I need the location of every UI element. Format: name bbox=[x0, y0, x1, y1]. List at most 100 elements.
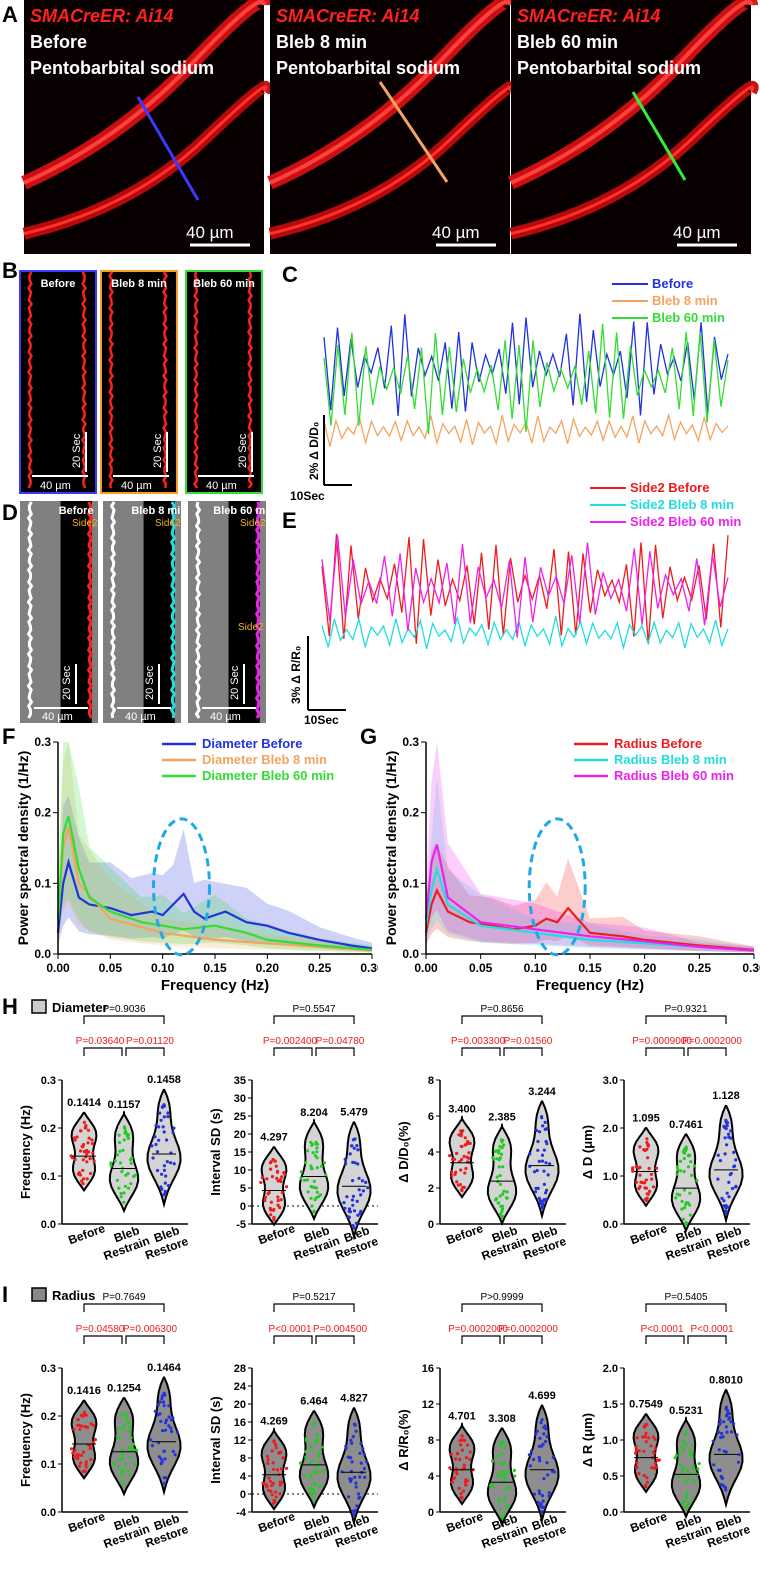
category-label: Before bbox=[444, 1221, 485, 1247]
p-value-top: P=0.8656 bbox=[480, 1004, 524, 1015]
y-tick-label: 30 bbox=[234, 1093, 246, 1105]
y-axis-label: Δ R/R₀(%) bbox=[396, 1409, 411, 1470]
mean-value: 0.8010 bbox=[709, 1375, 743, 1387]
violin-bleb-restore bbox=[524, 1404, 560, 1525]
p-value-left: P=0.0009000 bbox=[632, 1036, 692, 1047]
y-tick-label: 8 bbox=[240, 1453, 246, 1465]
violin-plot-4: 0.0 0.5 1.0 1.5 2.0 Δ R (μm) 0.7549 Before 0.523… bbox=[580, 1292, 752, 1551]
panel-f-chart: 0.00 0.05 0.10 0.15 0.20 0.25 0.30 0.0 0.1 0.2 0.3… bbox=[15, 735, 378, 994]
p-value-right: P=0.0002000 bbox=[682, 1036, 742, 1047]
p-value-right: P<0.0001 bbox=[690, 1324, 734, 1335]
legend-label: Radius Bleb 8 min bbox=[614, 752, 727, 767]
panel-letter-a: A bbox=[2, 2, 18, 27]
panel-d-side: Side2 bbox=[155, 518, 181, 529]
highlight-ellipse bbox=[152, 817, 212, 957]
violin-plot-4: 0.01.02.03.0Δ D (μm)1.095Before0.7461Ble… bbox=[580, 1004, 752, 1263]
legend-label: Diameter Bleb 60 min bbox=[202, 768, 334, 783]
violin-bleb-restore bbox=[146, 1088, 182, 1209]
psd-line-diameter-bleb-60-min bbox=[56, 815, 373, 951]
panel-a-drug: Pentobarbital sodium bbox=[30, 58, 214, 78]
panel-a-scale-label: 40 µm bbox=[673, 223, 721, 242]
panel-a-image-3: SMACreER: Ai14 Bleb 60 min Pentobarbital s… bbox=[508, 0, 759, 254]
y-tick-label: 4 bbox=[428, 1147, 435, 1159]
p-value-left: P<0.0001 bbox=[268, 1324, 312, 1335]
category-label: Before bbox=[66, 1509, 107, 1535]
panel-letter-c: C bbox=[282, 262, 298, 287]
panel-b-time: 20 Sec bbox=[152, 433, 164, 468]
p-value-right: P=0.006300 bbox=[123, 1324, 178, 1335]
mean-value: 3.244 bbox=[528, 1086, 556, 1098]
legend-label: Radius bbox=[52, 1288, 95, 1303]
trace-side2-before bbox=[321, 533, 729, 645]
violin-bleb-restrain bbox=[486, 1427, 518, 1528]
violin-bleb-restore bbox=[146, 1376, 182, 1497]
trace-side2-bleb-8-min bbox=[321, 616, 729, 651]
y-tick-label: 15 bbox=[234, 1147, 246, 1159]
violin-plot-1: 0.0 0.1 0.2 0.3 Frequency (Hz) 0.1416 Before 0.… bbox=[18, 1292, 190, 1551]
panel-b-scale-label: 40 µm bbox=[40, 480, 71, 492]
trace-before bbox=[323, 313, 729, 416]
measure-line bbox=[136, 96, 200, 201]
violin-before bbox=[632, 1413, 660, 1494]
y-tick-label: 2.0 bbox=[603, 1363, 618, 1375]
x-axis-label: Frequency (Hz) bbox=[536, 977, 644, 994]
x-tick-label: 0.05 bbox=[469, 961, 493, 975]
e-ylabel: 3% Δ R/R₀ bbox=[289, 646, 303, 704]
panel-letter-d: D bbox=[2, 500, 18, 525]
mean-value: 2.385 bbox=[488, 1112, 516, 1124]
psd-band-2 bbox=[58, 742, 372, 953]
measure-line bbox=[631, 91, 687, 181]
y-tick-label: 28 bbox=[234, 1363, 246, 1375]
y-tick-label: 8 bbox=[428, 1075, 434, 1087]
legend-label: Diameter Before bbox=[202, 736, 302, 751]
y-tick-label: 0 bbox=[240, 1201, 246, 1213]
psd-band-3 bbox=[58, 742, 372, 953]
violin-before bbox=[448, 1115, 476, 1199]
y-tick-label: 0.0 bbox=[34, 947, 51, 961]
violin-bleb-restrain bbox=[670, 1133, 702, 1234]
y-axis-label: Frequency (Hz) bbox=[18, 1393, 33, 1487]
x-tick-label: 0.25 bbox=[308, 961, 332, 975]
psd-band-2 bbox=[426, 778, 754, 953]
legend-label: Diameter Bleb 8 min bbox=[202, 752, 327, 767]
category-label: Before bbox=[628, 1509, 669, 1535]
y-tick-label: 0.0 bbox=[41, 1219, 56, 1231]
legend-label: Side2 Bleb 60 min bbox=[630, 514, 741, 529]
y-tick-label: -4 bbox=[236, 1507, 247, 1519]
p-value-left: P=0.002400 bbox=[263, 1036, 318, 1047]
mean-value: 0.1464 bbox=[147, 1362, 182, 1374]
panel-a-condition: Before bbox=[30, 32, 87, 52]
legend-label: Side2 Before bbox=[630, 480, 709, 495]
panel-d-scale-label: 40 µm bbox=[210, 711, 241, 723]
legend-swatch bbox=[31, 1287, 47, 1302]
p-value-top: P>0.9999 bbox=[480, 1292, 524, 1303]
x-tick-label: 0.10 bbox=[151, 961, 175, 975]
mean-value: 1.095 bbox=[632, 1112, 660, 1124]
panel-d-scale-label: 40 µm bbox=[42, 711, 73, 723]
panel-d-side-extra: Side2 bbox=[238, 622, 264, 633]
y-axis-label: Power spectral density (1/Hz) bbox=[383, 751, 399, 946]
panel-a: SMACreER: Ai14 Before Pentobarbital sodium… bbox=[21, 0, 759, 254]
violin-bleb-restore bbox=[708, 1104, 744, 1225]
y-tick-label: 1.0 bbox=[603, 1171, 618, 1183]
panel-c: Before Bleb 8 min Bleb 60 min 2% Δ D/D₀ 10… bbox=[290, 276, 729, 500]
x-tick-label: 0.15 bbox=[203, 961, 227, 975]
legend-label: Bleb 8 min bbox=[652, 293, 718, 308]
psd-line-diameter-bleb-8-min bbox=[56, 826, 373, 952]
mean-value: 4.297 bbox=[260, 1131, 288, 1143]
y-tick-label: 0.3 bbox=[41, 1363, 56, 1375]
psd-band-1 bbox=[58, 795, 372, 952]
mean-value: 0.1458 bbox=[147, 1074, 181, 1086]
y-tick-label: 5 bbox=[240, 1183, 246, 1195]
mean-value: 1.128 bbox=[712, 1090, 740, 1102]
legend-label: Diameter bbox=[52, 1000, 108, 1015]
legend-label: Side2 Bleb 8 min bbox=[630, 497, 734, 512]
y-tick-label: 16 bbox=[422, 1363, 434, 1375]
mean-value: 0.1254 bbox=[107, 1382, 142, 1394]
panel-a-genotype: SMACreER: Ai14 bbox=[276, 6, 419, 26]
psd-line-radius-before bbox=[424, 887, 755, 951]
